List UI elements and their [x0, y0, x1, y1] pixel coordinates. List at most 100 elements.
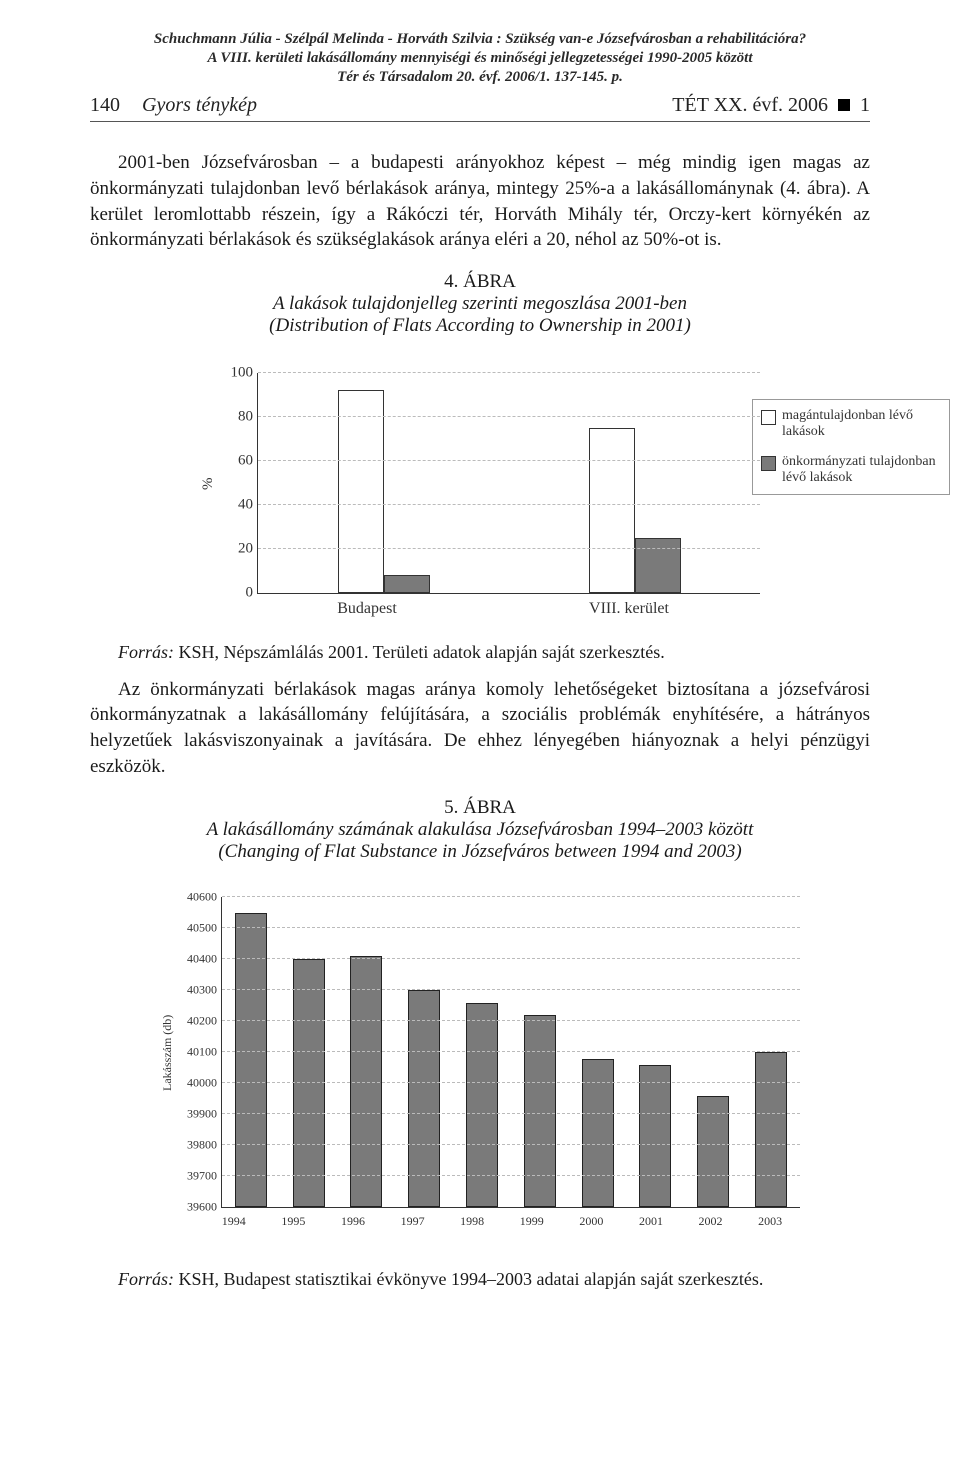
section-title: Gyors ténykép [142, 94, 257, 117]
running-head: 140 Gyors ténykép TÉT XX. évf. 2006 1 [90, 94, 870, 122]
chart2-y-tick: 40100 [187, 1045, 217, 1060]
chart2-gridline [222, 896, 800, 897]
header-citation: Schuchmann Júlia - Szélpál Melinda - Hor… [90, 30, 870, 86]
figure-4-title-en: (Distribution of Flats According to Owne… [90, 315, 870, 337]
chart1-y-ticks: 020406080100 [221, 373, 257, 593]
chart2-x-label: 1994 [222, 1214, 246, 1229]
figure-4-title-hu: A lakások tulajdonjelleg szerinti megosz… [90, 293, 870, 315]
page: Schuchmann Júlia - Szélpál Melinda - Hor… [0, 0, 960, 1340]
chart1-legend-item: magántulajdonban lévő lakások [761, 408, 941, 440]
chart2-y-tick: 40400 [187, 952, 217, 967]
chart1-bars [258, 373, 760, 593]
chart1-x-label: VIII. kerület [574, 600, 684, 618]
figure-4-number: 4. ÁBRA [90, 271, 870, 293]
chart1-bar-group [580, 428, 690, 593]
chart1-bar-group [329, 390, 439, 592]
chart2-x-labels: 1994 1995 1996 1997 1998 1999 2000 2001 2002 2003 [204, 1214, 800, 1229]
chart2-bar [755, 1052, 787, 1207]
figure-5-source: Forrás: KSH, Budapest statisztikai évkön… [90, 1269, 870, 1290]
chart1-bar [384, 575, 430, 593]
chart2-y-tick: 40600 [187, 890, 217, 905]
figure-4-heading: 4. ÁBRA A lakások tulajdonjelleg szerint… [90, 271, 870, 337]
chart2-x-label: 2001 [639, 1214, 663, 1229]
chart2-x-label: 2003 [758, 1214, 782, 1229]
chart2-bar [639, 1065, 671, 1208]
chart2-y-tick: 40500 [187, 921, 217, 936]
chart1-legend-swatch [761, 410, 776, 425]
chart2-gridline [222, 1175, 800, 1176]
chart2-x-label: 1996 [341, 1214, 365, 1229]
chart2-gridline [222, 1144, 800, 1145]
chart1-gridline [258, 372, 760, 373]
chart2-gridline [222, 989, 800, 990]
chart2-y-tick: 39600 [187, 1200, 217, 1215]
chart1-legend-swatch [761, 456, 776, 471]
figure-5-title-hu: A lakásállomány számának alakulása Józse… [90, 819, 870, 841]
chart1-legend-label: magántulajdonban lévő lakások [782, 408, 941, 440]
figure-5-title-en: (Changing of Flat Substance in Józsefvár… [90, 841, 870, 863]
chart1-plot-area: magántulajdonban lévő lakásokönkormányza… [257, 373, 760, 594]
chart2-bar [235, 913, 267, 1208]
chart2-y-tick: 40300 [187, 983, 217, 998]
chart2-x-label: 2000 [579, 1214, 603, 1229]
chart2-bar [293, 959, 325, 1207]
chart2-x-label: 1999 [520, 1214, 544, 1229]
chart1-bar [635, 538, 681, 593]
source-label: Forrás: [118, 642, 174, 662]
chart2-y-tick: 39800 [187, 1138, 217, 1153]
chart1-y-tick: 20 [238, 540, 253, 557]
chart2-gridline [222, 1113, 800, 1114]
chart1-y-tick: 60 [238, 452, 253, 469]
chart1-y-tick: 40 [238, 496, 253, 513]
chart2-bar [524, 1015, 556, 1207]
chart1-y-tick: 80 [238, 408, 253, 425]
figure-5-number: 5. ÁBRA [90, 797, 870, 819]
chart1-y-tick: 100 [231, 364, 254, 381]
paragraph-1: 2001-ben Józsefvárosban – a budapesti ar… [90, 150, 870, 253]
chart1-gridline [258, 460, 760, 461]
chart2-gridline [222, 1051, 800, 1052]
citation-line-2: A VIII. kerületi lakásállomány mennyiség… [90, 49, 870, 68]
source-label-2: Forrás: [118, 1269, 174, 1289]
chart1-x-labels: Budapest VIII. kerület [236, 600, 760, 618]
figure-5-heading: 5. ÁBRA A lakásállomány számának alakulá… [90, 797, 870, 863]
chart1-y-tick: 0 [246, 584, 254, 601]
chart2-y-tick: 39900 [187, 1107, 217, 1122]
issue-number: 1 [860, 94, 870, 117]
source-text-2: KSH, Budapest statisztikai évkönyve 1994… [174, 1269, 763, 1289]
chart1-bar [338, 390, 384, 592]
chart1-legend: magántulajdonban lévő lakások önkormányza… [752, 399, 950, 495]
figure-5-chart: Lakásszám (db) 3960039700398003990040000… [160, 897, 800, 1208]
chart1-y-label: % [200, 373, 217, 594]
chart2-x-label: 1998 [460, 1214, 484, 1229]
chart1-x-label: Budapest [312, 600, 422, 618]
paragraph-2: Az önkormányzati bérlakások magas aránya… [90, 677, 870, 780]
chart2-x-label: 1995 [281, 1214, 305, 1229]
square-icon [838, 99, 850, 111]
chart2-x-label: 1997 [401, 1214, 425, 1229]
chart2-gridline [222, 1082, 800, 1083]
chart2-gridline [222, 1020, 800, 1021]
chart1-legend-label: önkormányzati tulajdonban lévő lakások [782, 454, 941, 486]
chart2-y-ticks: 3960039700398003990040000401004020040300… [177, 897, 221, 1207]
chart1-gridline [258, 416, 760, 417]
page-number: 140 [90, 94, 120, 117]
source-text: KSH, Népszámlálás 2001. Területi adatok … [174, 642, 665, 662]
chart2-gridline [222, 927, 800, 928]
chart1-gridline [258, 504, 760, 505]
chart2-bar [582, 1059, 614, 1208]
chart2-plot-area [221, 897, 800, 1208]
chart1-gridline [258, 548, 760, 549]
chart2-bars [222, 897, 800, 1207]
chart2-gridline [222, 958, 800, 959]
chart2-y-label: Lakásszám (db) [160, 897, 175, 1208]
chart1-bar [589, 428, 635, 593]
chart2-bar [466, 1003, 498, 1208]
chart2-x-label: 2002 [699, 1214, 723, 1229]
chart2-y-tick: 40200 [187, 1014, 217, 1029]
figure-4-chart: % 020406080100 magántulajdonban lévő lak… [200, 373, 760, 594]
chart1-legend-item: önkormányzati tulajdonban lévő lakások [761, 454, 941, 486]
citation-line-3: Tér és Társadalom 20. évf. 2006/1. 137-1… [90, 68, 870, 87]
figure-4-source: Forrás: KSH, Népszámlálás 2001. Területi… [90, 642, 870, 663]
chart2-y-tick: 39700 [187, 1169, 217, 1184]
